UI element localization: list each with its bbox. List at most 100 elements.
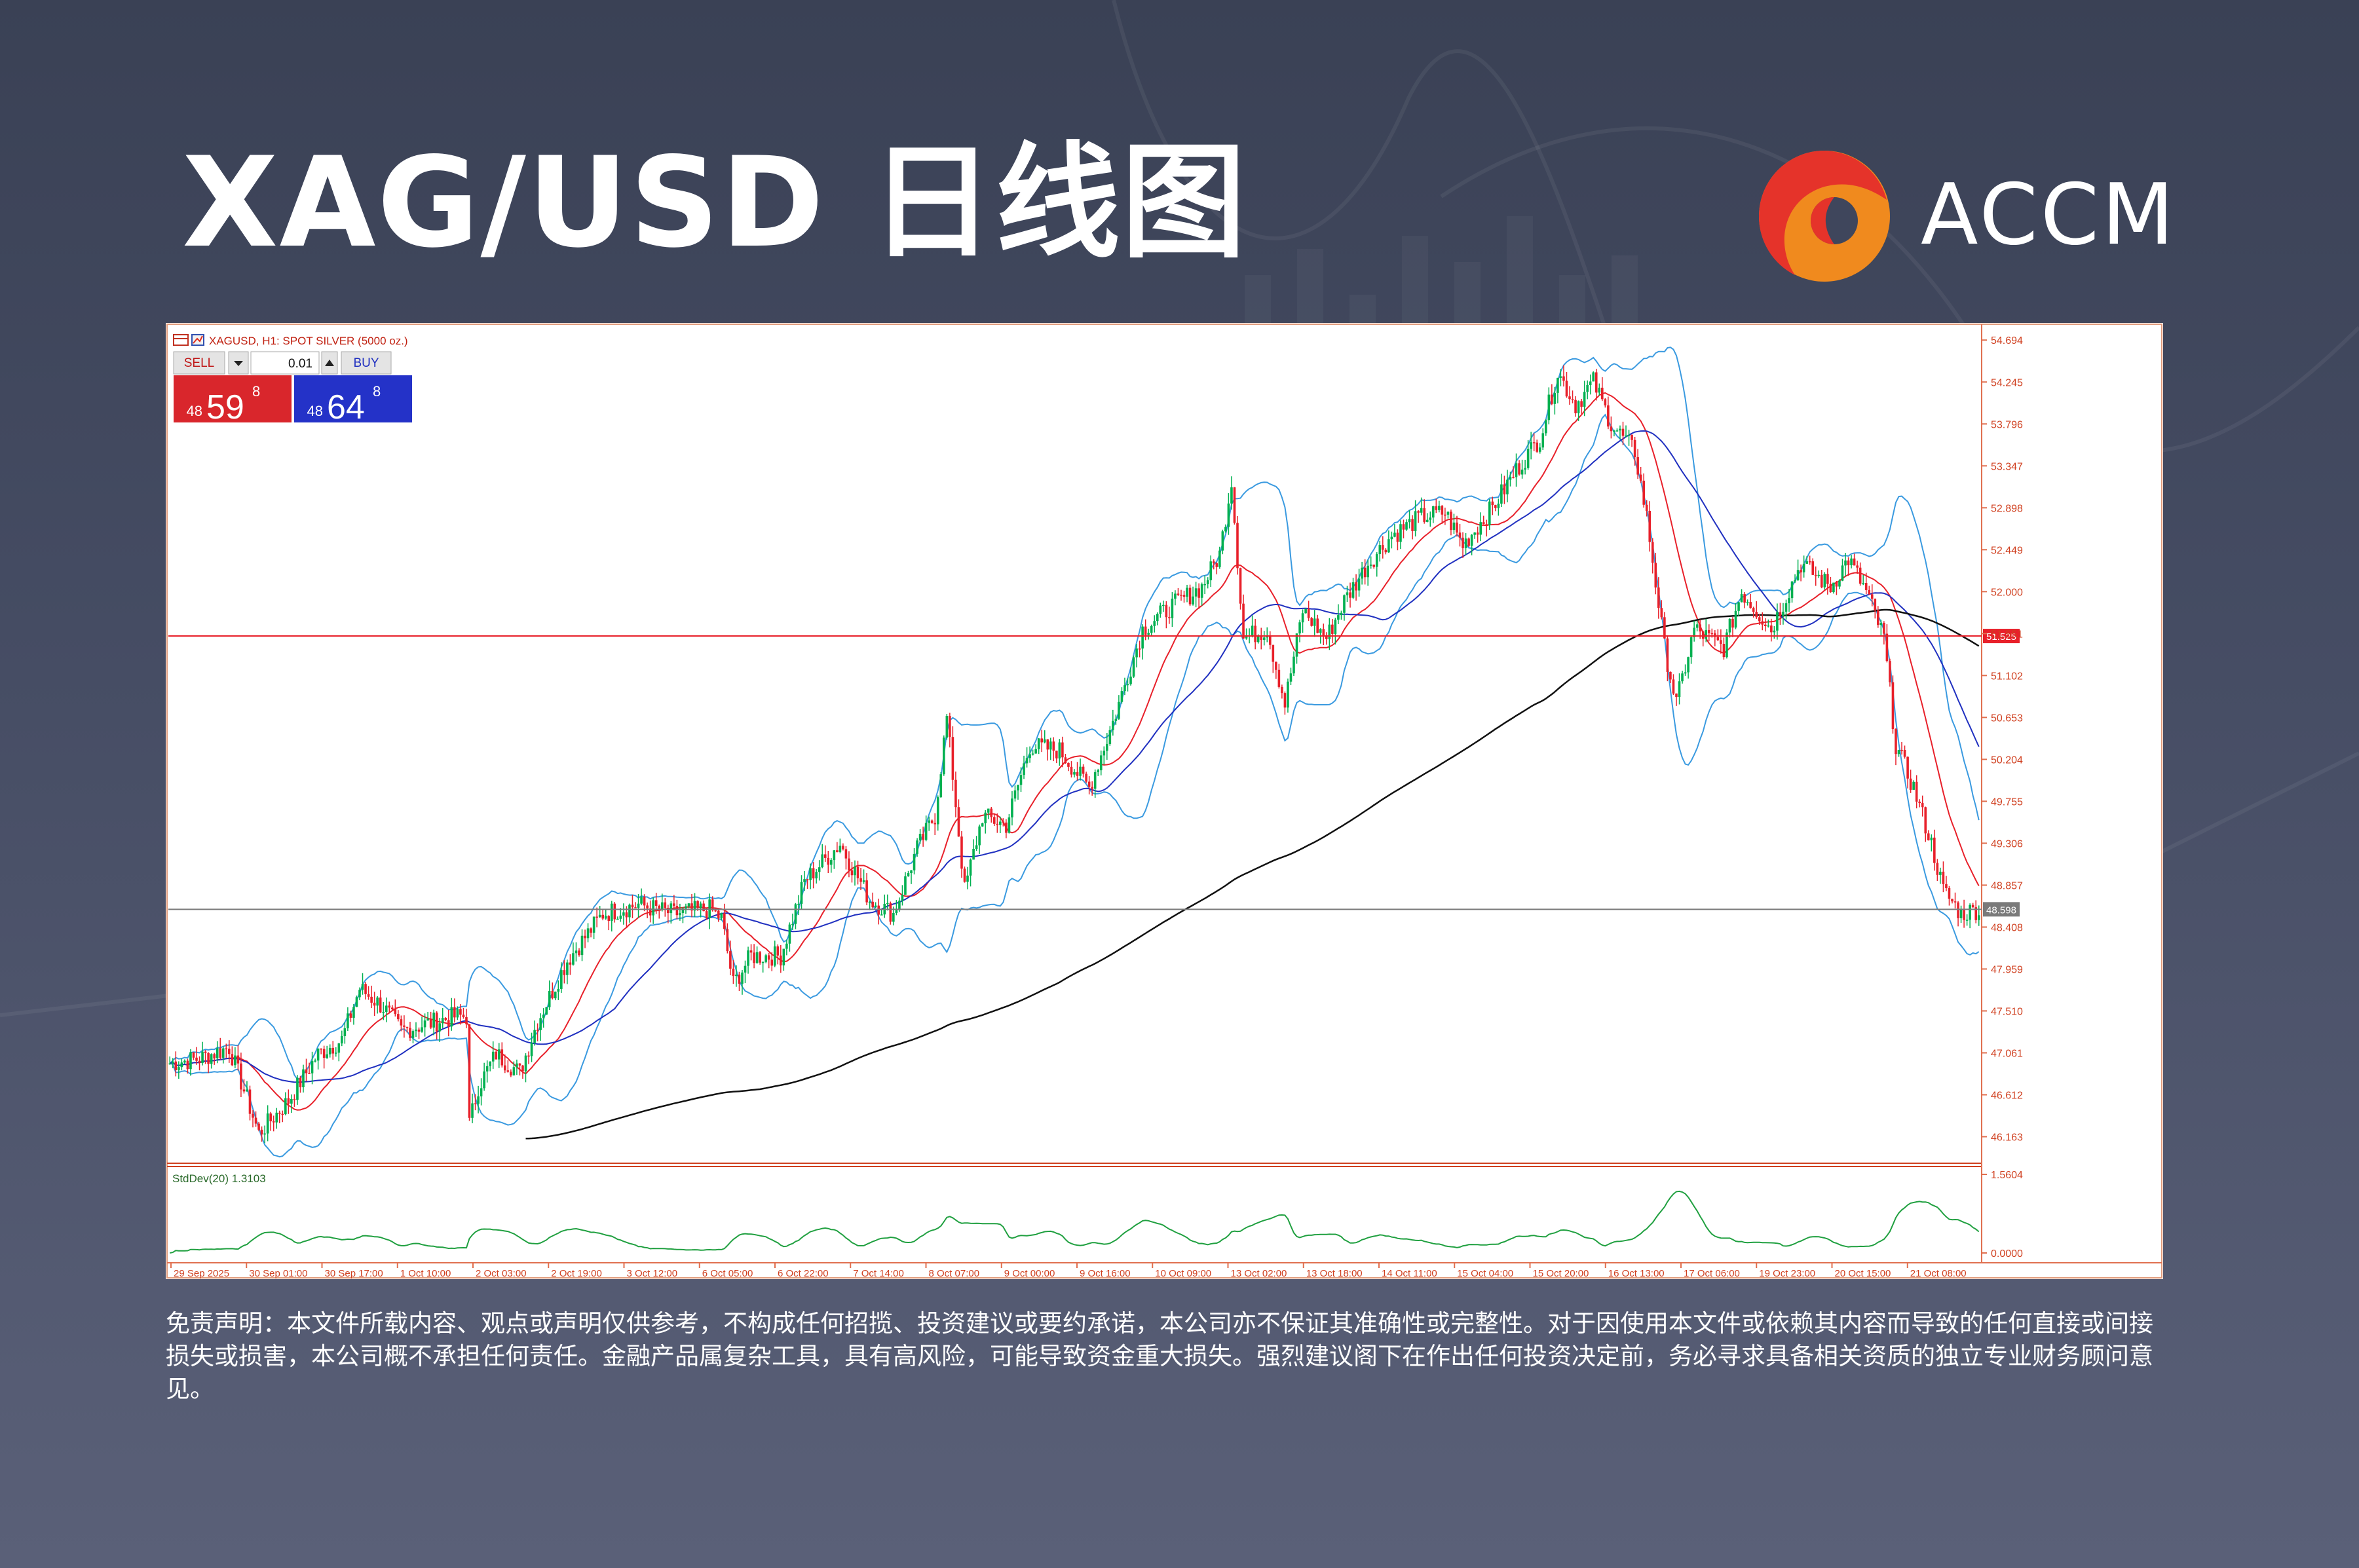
candle: [370, 985, 373, 1009]
buy-price-box[interactable]: [294, 375, 412, 422]
candle: [1503, 476, 1506, 504]
candle: [1025, 747, 1029, 768]
candle: [518, 1063, 521, 1075]
candle: [732, 960, 735, 984]
candle: [471, 1093, 474, 1123]
candle: [331, 1041, 335, 1060]
candle: [990, 807, 993, 823]
candle: [364, 982, 367, 1000]
candle: [248, 1085, 252, 1121]
candle: [1800, 564, 1802, 582]
candle: [1589, 374, 1592, 395]
candle: [450, 998, 453, 1031]
candle: [1093, 769, 1097, 798]
bollinger-upper: [169, 346, 1980, 1080]
candle: [1417, 510, 1420, 523]
candle: [1153, 615, 1156, 633]
candle: [975, 836, 978, 851]
candle: [1568, 386, 1571, 405]
candle: [580, 929, 584, 961]
candle: [616, 916, 619, 920]
candle: [221, 1046, 225, 1064]
candle: [521, 1064, 524, 1079]
candle: [1885, 624, 1889, 663]
sell-button[interactable]: SELL: [184, 356, 214, 370]
candle: [385, 997, 388, 1022]
candle: [334, 1047, 337, 1057]
sell-price-box[interactable]: [174, 375, 292, 422]
candle: [1557, 377, 1559, 403]
candle: [1123, 677, 1126, 696]
y-tick-label: 53.347: [1991, 461, 2023, 472]
candle: [910, 870, 913, 884]
candle: [1349, 582, 1351, 608]
candle: [504, 1055, 506, 1073]
candle: [456, 1006, 459, 1020]
candle: [969, 858, 972, 887]
candle: [1553, 386, 1557, 415]
candle: [1450, 509, 1452, 536]
candle: [773, 941, 776, 967]
candle: [231, 1046, 234, 1066]
candle: [1945, 876, 1948, 891]
candle: [240, 1053, 242, 1098]
x-tick-label: 19 Oct 23:00: [1759, 1268, 1815, 1279]
candle: [1414, 500, 1417, 537]
candle: [1464, 532, 1467, 555]
candle: [1200, 582, 1203, 606]
candle: [299, 1075, 302, 1093]
candle: [1633, 436, 1636, 466]
candle: [566, 960, 569, 984]
candle: [411, 1029, 415, 1043]
candle: [1642, 473, 1645, 508]
lot-input[interactable]: 0.01: [288, 357, 312, 371]
candle: [1915, 775, 1918, 809]
candle: [269, 1111, 272, 1131]
candle: [257, 1121, 260, 1132]
candle: [1242, 594, 1245, 639]
sell-price-main: 59: [206, 388, 244, 426]
candle: [764, 954, 767, 963]
candle: [590, 927, 592, 938]
candle: [1895, 728, 1897, 766]
candle: [1675, 693, 1678, 706]
candle: [1144, 619, 1147, 641]
candle: [1817, 570, 1821, 578]
candle: [960, 831, 963, 878]
candle: [1215, 562, 1218, 574]
candle: [1052, 737, 1055, 762]
candle: [664, 898, 667, 917]
candle: [462, 1007, 465, 1019]
candle: [491, 1041, 495, 1069]
candle: [755, 946, 759, 964]
candle: [293, 1094, 296, 1107]
candle: [1689, 635, 1693, 664]
bollinger-lower: [169, 413, 1980, 1158]
candle: [1337, 604, 1340, 624]
y-tick-label: 52.000: [1991, 587, 2023, 598]
candle: [1592, 371, 1595, 382]
candle: [797, 895, 800, 916]
candle: [1701, 630, 1705, 646]
candle: [1500, 474, 1503, 508]
candle: [326, 1045, 328, 1059]
candle: [833, 849, 836, 869]
candle: [1268, 631, 1272, 650]
candle: [889, 901, 892, 925]
candle: [1494, 504, 1497, 512]
candle: [679, 903, 681, 921]
candle: [1580, 399, 1583, 414]
candle: [1470, 534, 1473, 555]
candle: [376, 996, 379, 1014]
candle: [1716, 629, 1720, 641]
candle: [225, 1043, 228, 1058]
buy-button[interactable]: BUY: [353, 356, 379, 370]
candle: [572, 942, 575, 966]
candle: [1538, 443, 1541, 454]
y-tick-label: 54.694: [1991, 335, 2023, 346]
candle: [1942, 861, 1945, 893]
x-tick-label: 6 Oct 22:00: [778, 1268, 829, 1279]
candle: [1147, 628, 1150, 640]
candle: [770, 952, 774, 971]
candle: [842, 843, 844, 851]
